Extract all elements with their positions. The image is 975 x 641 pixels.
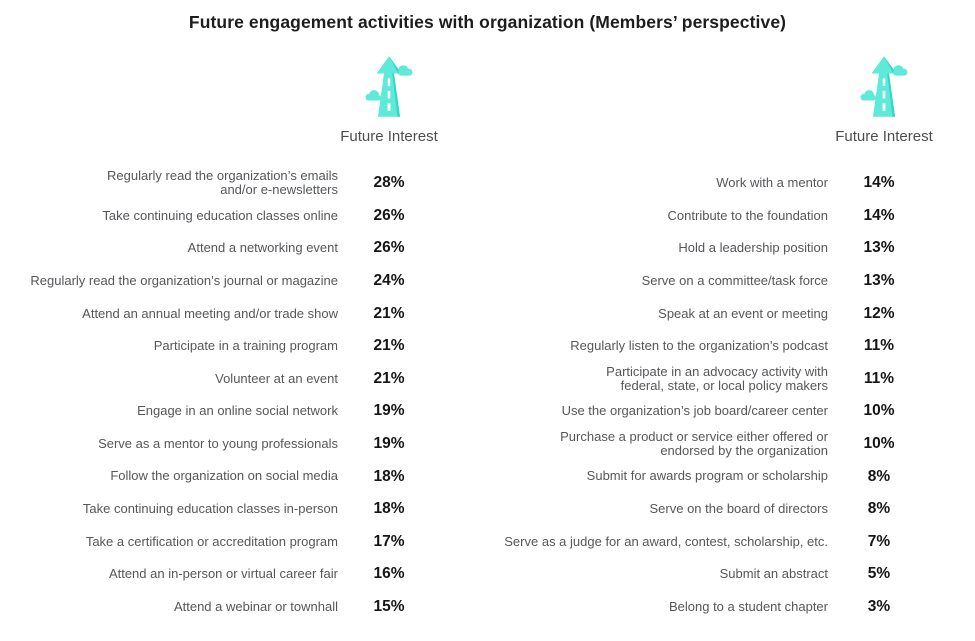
activity-row: Take continuing education classes in-per…	[6, 493, 434, 526]
activity-label: Attend a networking event	[187, 240, 338, 256]
activity-row: Regularly listen to the organization’s p…	[480, 330, 924, 363]
future-interest-header-left: Future Interest	[289, 54, 489, 145]
activity-value: 14%	[863, 206, 895, 224]
activity-row: Serve on the board of directors 8%	[480, 493, 924, 526]
activity-row: Work with a mentor 14%	[480, 167, 924, 200]
activity-value: 13%	[863, 239, 895, 257]
activity-label: Participate in a training program	[153, 338, 338, 354]
activity-row: Attend a networking event 26%	[6, 232, 434, 265]
activity-row: Participate in a training program 21%	[6, 330, 434, 363]
activity-row: Take a certification or accreditation pr…	[6, 526, 434, 559]
activity-row: Serve as a judge for an award, contest, …	[480, 526, 924, 559]
activity-value: 28%	[373, 174, 405, 192]
future-interest-label: Future Interest	[835, 128, 933, 145]
activity-label: Serve on a committee/task force	[641, 272, 828, 288]
activity-value: 26%	[373, 239, 405, 257]
activity-value: 19%	[373, 435, 405, 453]
activity-label: Take continuing education classes in-per…	[82, 501, 338, 517]
chart-title: Future engagement activities with organi…	[188, 12, 787, 32]
activity-label: Attend an in-person or virtual career fa…	[108, 566, 338, 582]
activity-row: Attend a webinar or townhall 15%	[6, 591, 434, 624]
activity-value: 10%	[863, 435, 895, 453]
activity-value: 13%	[863, 272, 895, 290]
activity-value: 10%	[863, 402, 895, 420]
activity-row: Serve on a committee/task force 13%	[480, 265, 924, 298]
activity-row: Regularly read the organization’s emails…	[6, 167, 434, 200]
activity-value: 19%	[373, 402, 405, 420]
activity-label: Belong to a student chapter	[668, 598, 828, 614]
activity-row: Submit for awards program or scholarship…	[480, 460, 924, 493]
activity-value: 11%	[863, 369, 895, 387]
activity-row: Attend an annual meeting and/or trade sh…	[6, 297, 434, 330]
activity-row: Purchase a product or service either off…	[480, 428, 924, 461]
activity-value: 3%	[867, 598, 891, 616]
activity-value: 21%	[373, 304, 405, 322]
activity-label: Take a certification or accreditation pr…	[85, 533, 338, 549]
activity-value: 21%	[373, 369, 405, 387]
activity-label: Take continuing education classes online	[102, 207, 338, 223]
activity-value: 15%	[373, 598, 405, 616]
activity-label: Submit for awards program or scholarship	[586, 468, 828, 484]
activity-label: Submit an abstract	[719, 566, 828, 582]
activity-value: 17%	[373, 532, 405, 550]
activity-label: Regularly read the organization’s journa…	[30, 272, 338, 288]
activity-label: Participate in an advocacy activity with…	[606, 363, 828, 393]
activity-row: Belong to a student chapter 3%	[480, 591, 924, 624]
activity-label: Attend an annual meeting and/or trade sh…	[82, 305, 338, 321]
activity-label: Regularly listen to the organization’s p…	[570, 338, 828, 354]
activity-label: Serve on the board of directors	[649, 501, 829, 517]
activity-row: Serve as a mentor to young professionals…	[6, 428, 434, 461]
activity-label: Speak at an event or meeting	[658, 305, 828, 321]
activity-row: Volunteer at an event 21%	[6, 363, 434, 396]
activity-row: Follow the organization on social media 1…	[6, 460, 434, 493]
activity-value: 8%	[867, 500, 891, 518]
activity-value: 5%	[867, 565, 891, 583]
activity-row: Participate in an advocacy activity with…	[480, 363, 924, 396]
activity-value: 18%	[373, 467, 405, 485]
activity-row: Engage in an online social network 19%	[6, 395, 434, 428]
activity-row: Use the organization’s job board/career …	[480, 395, 924, 428]
activities-column-left: Regularly read the organization’s emails…	[6, 167, 434, 623]
future-interest-header-right: Future Interest	[784, 54, 975, 145]
activities-column-right: Work with a mentor 14% Contribute to the f…	[480, 167, 924, 623]
activity-label: Use the organization’s job board/career …	[561, 403, 828, 419]
activity-row: Hold a leadership position 13%	[480, 232, 924, 265]
activity-value: 24%	[373, 272, 405, 290]
ascending-road-arrow-icon	[860, 56, 908, 117]
activity-value: 16%	[373, 565, 405, 583]
activity-value: 18%	[373, 500, 405, 518]
future-interest-label: Future Interest	[340, 128, 438, 145]
activity-row: Contribute to the foundation 14%	[480, 200, 924, 233]
activity-label: Attend a webinar or townhall	[173, 598, 338, 614]
activity-row: Regularly read the organization’s journa…	[6, 265, 434, 298]
activity-label: Hold a leadership position	[678, 240, 828, 256]
activity-label: Contribute to the foundation	[667, 207, 828, 223]
activity-row: Take continuing education classes online…	[6, 200, 434, 233]
activity-label: Serve as a mentor to young professionals	[98, 435, 338, 451]
activity-value: 26%	[373, 206, 405, 224]
activity-row: Submit an abstract 5%	[480, 558, 924, 591]
activity-row: Speak at an event or meeting 12%	[480, 297, 924, 330]
activity-value: 11%	[863, 337, 895, 355]
activity-label: Serve as a judge for an award, contest, …	[504, 533, 828, 549]
activity-row: Attend an in-person or virtual career fa…	[6, 558, 434, 591]
activity-label: Engage in an online social network	[137, 403, 338, 419]
ascending-road-arrow-icon	[365, 56, 413, 117]
activity-label: Purchase a product or service either off…	[560, 428, 828, 459]
activity-label: Work with a mentor	[716, 175, 828, 191]
activity-value: 21%	[373, 337, 405, 355]
activity-label: Regularly read the organization’s emails…	[107, 168, 338, 198]
activity-value: 12%	[863, 304, 895, 322]
activity-label: Volunteer at an event	[215, 370, 338, 386]
activity-value: 7%	[867, 532, 891, 550]
activity-value: 8%	[867, 467, 891, 485]
activity-label: Follow the organization on social media	[110, 468, 338, 484]
activity-value: 14%	[863, 174, 895, 192]
